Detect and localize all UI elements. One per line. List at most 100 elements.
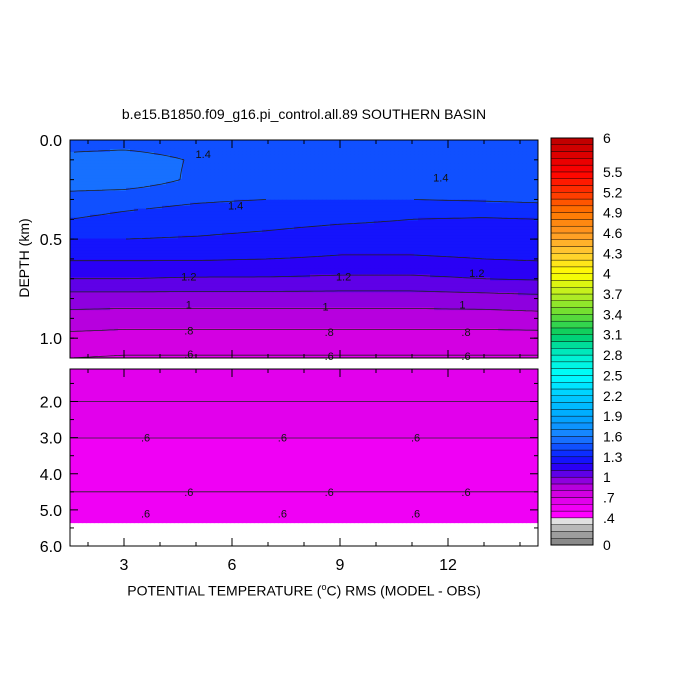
contour-cell <box>190 151 195 156</box>
contour-cell <box>322 259 327 264</box>
contour-cell <box>482 193 487 198</box>
contour-cell <box>118 184 123 189</box>
contour-cell <box>218 169 223 174</box>
contour-cell <box>182 259 187 264</box>
contour-cell <box>70 187 75 192</box>
contour-cell <box>122 229 127 234</box>
contour-cell <box>534 172 538 177</box>
contour-cell <box>290 175 295 180</box>
contour-cell <box>334 250 339 255</box>
contour-cell <box>194 235 199 240</box>
contour-cell <box>374 259 379 264</box>
contour-cell <box>118 154 123 159</box>
contour-cell <box>466 259 471 264</box>
contour-cell <box>82 148 87 153</box>
contour-cell <box>350 145 355 150</box>
contour-cell <box>294 211 299 216</box>
contour-cell <box>506 190 511 195</box>
contour-cell <box>230 208 235 213</box>
contour-cell <box>278 187 283 192</box>
contour-cell <box>474 226 479 231</box>
contour-cell <box>326 226 331 231</box>
contour-cell <box>342 157 347 162</box>
contour-cell <box>262 223 267 228</box>
contour-cell <box>142 217 147 222</box>
contour-cell <box>106 241 111 246</box>
contour-cell <box>498 208 503 213</box>
contour-cell <box>202 265 207 270</box>
contour-cell <box>302 160 307 165</box>
contour-cell <box>74 140 79 144</box>
contour-cell <box>422 208 427 213</box>
contour-cell <box>250 196 255 201</box>
contour-cell <box>358 175 363 180</box>
contour-cell <box>150 259 155 264</box>
contour-cell <box>314 166 319 171</box>
contour-cell <box>330 193 335 198</box>
contour-cell <box>430 184 435 189</box>
contour-cell <box>370 193 375 198</box>
contour-cell <box>310 157 315 162</box>
contour-cell <box>74 184 79 189</box>
contour-cell <box>502 223 507 228</box>
contour-cell <box>490 211 495 216</box>
contour-cell <box>318 184 323 189</box>
contour-cell <box>286 247 291 252</box>
contour-cell <box>214 259 219 264</box>
contour-cell <box>174 142 179 147</box>
contour-cell <box>502 262 507 267</box>
contour-cell <box>158 256 163 261</box>
contour-cell <box>70 229 75 234</box>
contour-cell <box>358 154 363 159</box>
contour-cell <box>522 190 527 195</box>
contour-cell <box>418 211 423 216</box>
contour-cell <box>494 148 499 153</box>
contour-cell <box>170 250 175 255</box>
contour-cell <box>350 247 355 252</box>
contour-cell <box>206 226 211 231</box>
contour-cell <box>518 202 523 207</box>
contour-cell <box>262 160 267 165</box>
contour-cell <box>402 145 407 150</box>
contour-cell <box>478 190 483 195</box>
contour-cell <box>314 199 319 204</box>
contour-cell <box>110 184 115 189</box>
contour-cell <box>102 166 107 171</box>
contour-cell <box>366 205 371 210</box>
contour-cell <box>410 220 415 225</box>
contour-cell <box>198 202 203 207</box>
contour-cell <box>378 172 383 177</box>
contour-cell <box>158 166 163 171</box>
contour-cell <box>482 181 487 186</box>
contour-cell <box>298 265 303 270</box>
contour-cell <box>162 241 167 246</box>
contour-cell <box>162 140 167 144</box>
contour-cell <box>318 247 323 252</box>
contour-cell <box>98 247 103 252</box>
contour-cell <box>242 226 247 231</box>
contour-cell <box>166 238 171 243</box>
contour-cell <box>270 181 275 186</box>
contour-cell <box>466 235 471 240</box>
contour-cell <box>298 157 303 162</box>
contour-cell <box>442 145 447 150</box>
contour-cell <box>466 160 471 165</box>
contour-cell <box>110 229 115 234</box>
contour-cell <box>382 208 387 213</box>
contour-cell <box>358 148 363 153</box>
contour-cell <box>142 208 147 213</box>
contour-cell <box>190 232 195 237</box>
contour-cell <box>322 169 327 174</box>
contour-cell <box>522 208 527 213</box>
contour-cell <box>218 256 223 261</box>
contour-cell <box>410 169 415 174</box>
contour-cell <box>146 202 151 207</box>
contour-cell <box>162 193 167 198</box>
contour-cell <box>246 226 251 231</box>
contour-cell <box>350 265 355 270</box>
contour-cell <box>478 259 483 264</box>
contour-cell <box>338 235 343 240</box>
contour-cell <box>518 250 523 255</box>
contour-cell <box>202 226 207 231</box>
contour-cell <box>402 196 407 201</box>
